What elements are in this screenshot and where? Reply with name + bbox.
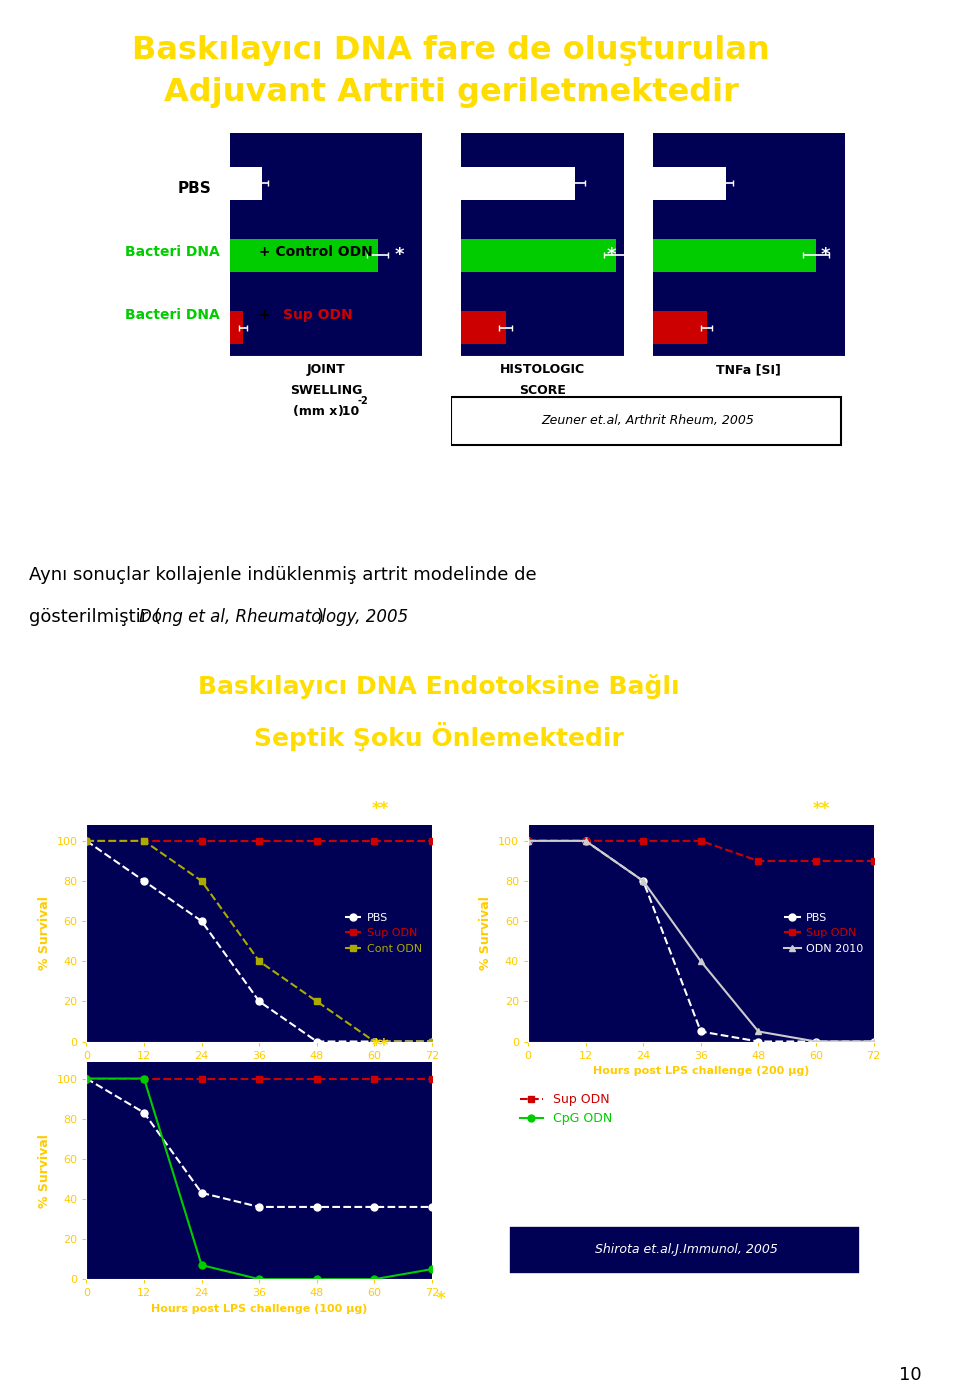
X-axis label: Hours post LPS challenge (200 μg): Hours post LPS challenge (200 μg) bbox=[151, 1067, 368, 1076]
Text: **: ** bbox=[813, 800, 830, 818]
Text: B: B bbox=[490, 798, 504, 818]
Bar bbox=[653, 168, 726, 200]
Text: Dong et al, Rheumatology, 2005: Dong et al, Rheumatology, 2005 bbox=[139, 608, 408, 626]
Text: PBS: PBS bbox=[178, 182, 211, 196]
Text: -2: -2 bbox=[357, 396, 369, 405]
FancyBboxPatch shape bbox=[451, 397, 841, 445]
Text: Sup ODN: Sup ODN bbox=[283, 308, 353, 322]
Text: Bacteri DNA: Bacteri DNA bbox=[125, 308, 220, 322]
Bar bbox=[461, 312, 506, 344]
Text: +: + bbox=[254, 308, 276, 322]
Bar bbox=[230, 168, 262, 200]
Text: Shirota et.al,J.Immunol, 2005: Shirota et.al,J.Immunol, 2005 bbox=[595, 1243, 778, 1257]
Bar bbox=[230, 239, 377, 271]
Bar bbox=[653, 312, 707, 344]
Text: HISTOLOGIC: HISTOLOGIC bbox=[500, 363, 585, 376]
Bar bbox=[461, 168, 575, 200]
Legend: PBS, Sup ODN, Cont ODN: PBS, Sup ODN, Cont ODN bbox=[340, 909, 426, 958]
Legend: PBS, Sup ODN, ODN 2010: PBS, Sup ODN, ODN 2010 bbox=[780, 909, 868, 958]
Text: Baskılayıcı DNA Endotoksine Bağlı: Baskılayıcı DNA Endotoksine Bağlı bbox=[199, 674, 680, 699]
Text: TNFa [SI]: TNFa [SI] bbox=[716, 363, 781, 376]
Bar bbox=[653, 239, 816, 271]
Text: Bacteri DNA: Bacteri DNA bbox=[125, 245, 220, 259]
X-axis label: Hours post LPS challenge (100 μg): Hours post LPS challenge (100 μg) bbox=[151, 1304, 368, 1314]
Y-axis label: % Survival: % Survival bbox=[37, 896, 51, 970]
Text: ): ) bbox=[338, 405, 344, 418]
Bar bbox=[230, 312, 243, 344]
Text: JOINT: JOINT bbox=[307, 363, 346, 376]
Text: + Control ODN: + Control ODN bbox=[254, 245, 373, 259]
Text: Adjuvant Artriti geriletmektedir: Adjuvant Artriti geriletmektedir bbox=[164, 77, 738, 108]
Legend: PBS, Sup ODN, CpG ODN: PBS, Sup ODN, CpG ODN bbox=[516, 1068, 616, 1130]
Text: 10: 10 bbox=[899, 1366, 922, 1384]
Text: ): ) bbox=[317, 608, 324, 626]
Bar bbox=[461, 239, 616, 271]
Text: Zeuner et.al, Arthrit Rheum, 2005: Zeuner et.al, Arthrit Rheum, 2005 bbox=[541, 414, 755, 428]
Text: (mm x 10: (mm x 10 bbox=[293, 405, 360, 418]
X-axis label: Hours post LPS challenge (200 μg): Hours post LPS challenge (200 μg) bbox=[592, 1067, 809, 1076]
Text: gösterilmiştir (: gösterilmiştir ( bbox=[29, 608, 161, 626]
FancyBboxPatch shape bbox=[509, 1226, 860, 1274]
Text: SCORE: SCORE bbox=[519, 384, 565, 397]
Text: Baskılayıcı DNA fare de oluşturulan: Baskılayıcı DNA fare de oluşturulan bbox=[132, 35, 770, 66]
Text: Aynı sonuçlar kollajenle indüklenmiş artrit modelinde de: Aynı sonuçlar kollajenle indüklenmiş art… bbox=[29, 566, 537, 584]
Y-axis label: % Survival: % Survival bbox=[479, 896, 492, 970]
Text: *: * bbox=[821, 246, 830, 264]
Text: C: C bbox=[48, 1036, 62, 1055]
Text: Septik Şoku Önlemektedir: Septik Şoku Önlemektedir bbox=[254, 723, 624, 751]
Y-axis label: % Survival: % Survival bbox=[37, 1134, 51, 1208]
Text: **: ** bbox=[372, 800, 389, 818]
Text: A: A bbox=[48, 798, 63, 818]
Text: *: * bbox=[437, 1290, 445, 1309]
Text: *: * bbox=[395, 246, 404, 264]
Text: SWELLING: SWELLING bbox=[290, 384, 363, 397]
Text: *: * bbox=[606, 246, 615, 264]
Text: **: ** bbox=[372, 1037, 389, 1055]
